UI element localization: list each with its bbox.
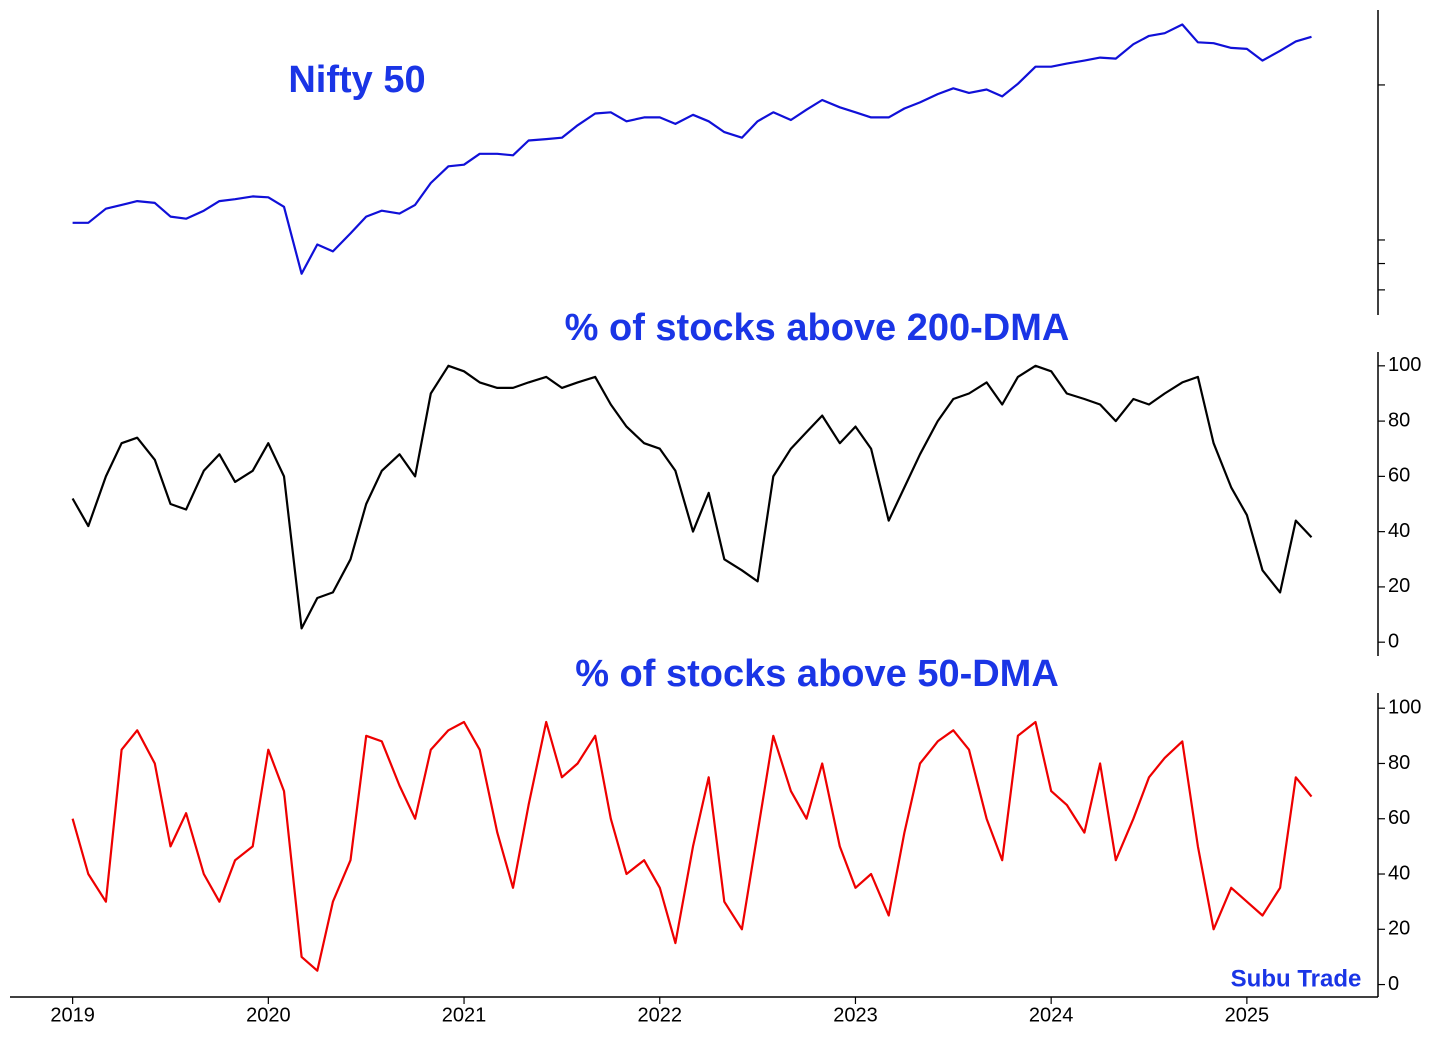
watermark: Subu Trade [1231,965,1362,992]
x-tick-label: 2021 [442,1004,487,1026]
y-tick-label: 20 [1388,575,1410,597]
chart-title: % of stocks above 200-DMA [565,307,1070,349]
y-tick-label: 0 [1388,630,1399,652]
y-tick-label: 100 [1388,696,1421,718]
x-tick-label: 2022 [638,1004,683,1026]
y-tick-label: 40 [1388,520,1410,542]
y-tick-label: 20 [1388,918,1410,940]
data-line [71,720,1313,972]
x-tick-label: 2024 [1029,1004,1074,1026]
y-tick-label: 80 [1388,752,1410,774]
y-tick-label: 80 [1388,409,1410,431]
y-tick-label: 60 [1388,807,1410,829]
data-line [71,364,1313,630]
y-tick-label: 40 [1388,862,1410,884]
x-tick-label: 2025 [1225,1004,1270,1026]
data-line [72,23,1312,275]
x-tick-label: 2023 [833,1004,878,1026]
x-tick-label: 2019 [50,1004,95,1026]
chart-title: Nifty 50 [288,59,425,101]
y-tick-label: 0 [1388,973,1399,995]
chart-title: % of stocks above 50-DMA [575,653,1059,695]
y-tick-label: 100 [1388,354,1421,376]
x-tick-label: 2020 [246,1004,291,1026]
y-tick-label: 60 [1388,465,1410,487]
